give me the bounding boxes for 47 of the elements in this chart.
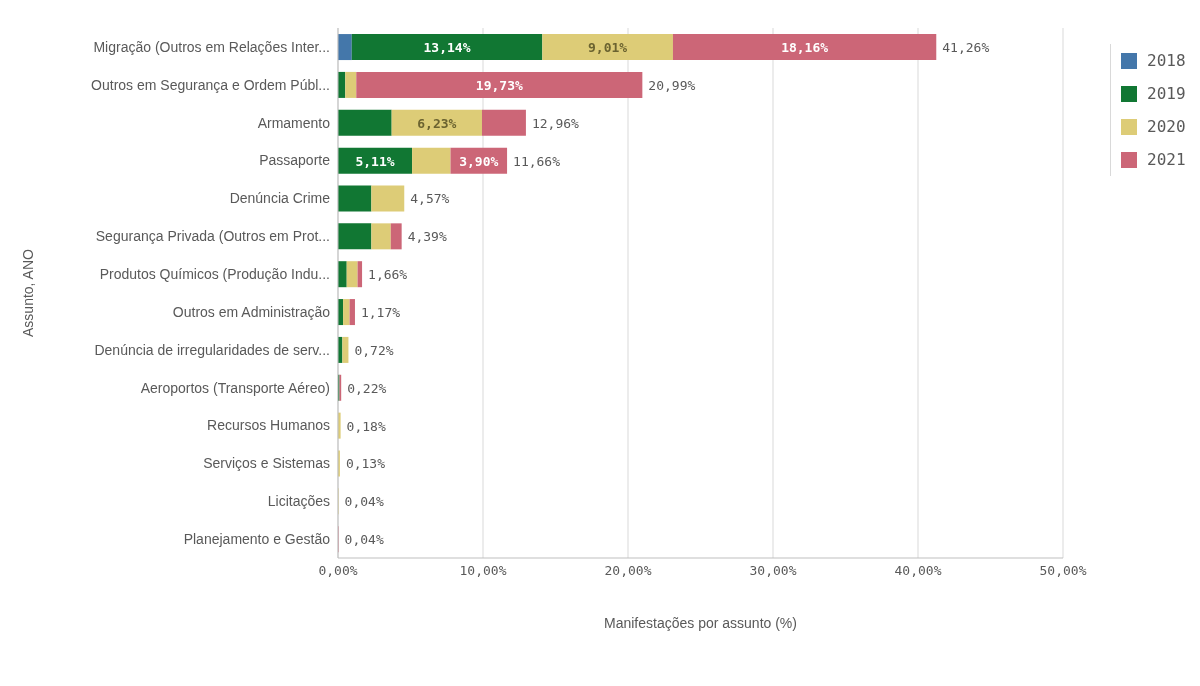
x-axis-title: Manifestações por assunto (%) — [604, 615, 797, 631]
y-tick-label: Outros em Segurança e Ordem Públ... — [91, 76, 330, 93]
y-tick-label: Recursos Humanos — [207, 417, 330, 434]
y-tick-label: Armamento — [257, 114, 331, 131]
data-label: 9,01% — [588, 40, 628, 56]
total-label: 11,66% — [513, 153, 561, 169]
legend-label: 2021 — [1147, 150, 1186, 169]
total-label: 0,04% — [344, 532, 384, 548]
x-tick-label: 0,00% — [318, 563, 358, 579]
x-tick-label: 10,00% — [459, 563, 507, 579]
total-label: 20,99% — [648, 77, 696, 93]
x-tick-label: 50,00% — [1039, 563, 1087, 579]
data-label: 5,11% — [355, 153, 395, 169]
total-label: 1,17% — [360, 304, 401, 320]
total-label: 4,57% — [410, 191, 450, 207]
legend-label: 2018 — [1147, 51, 1186, 70]
x-tick-label: 30,00% — [749, 563, 797, 579]
total-label: 0,22% — [347, 380, 387, 396]
y-tick-label: Produtos Químicos (Produção Indu... — [99, 266, 330, 283]
data-label: 19,73% — [475, 77, 523, 93]
data-label: 6,23% — [417, 115, 457, 131]
x-tick-label: 40,00% — [894, 563, 942, 579]
y-tick-label: Segurança Privada (Outros em Prot... — [95, 228, 330, 245]
data-label: 18,16% — [781, 40, 829, 56]
data-label: 13,14% — [423, 40, 471, 56]
y-tick-label: Migração (Outros em Relações Inter... — [93, 38, 330, 55]
y-axis-title: Assunto, ANO — [19, 248, 36, 337]
y-tick-label: Outros em Administração — [172, 303, 331, 320]
total-label: 4,39% — [407, 229, 447, 245]
legend-label: 2020 — [1147, 117, 1186, 136]
y-tick-label: Planejamento e Gestão — [183, 531, 331, 548]
y-tick-label: Aeroportos (Transporte Aéreo) — [140, 379, 330, 396]
total-label: 0,04% — [344, 494, 384, 510]
y-tick-label: Passaporte — [259, 152, 331, 169]
y-tick-label: Serviços e Sistemas — [203, 455, 330, 472]
x-tick-label: 20,00% — [604, 563, 652, 579]
total-label: 0,72% — [354, 342, 394, 358]
y-tick-label: Denúncia Crime — [229, 190, 331, 207]
total-label: 12,96% — [531, 115, 580, 131]
legend-label: 2019 — [1147, 84, 1186, 103]
total-label: 0,18% — [346, 418, 386, 434]
y-tick-label: Licitações — [267, 493, 330, 510]
data-label: 3,90% — [459, 153, 499, 169]
total-label: 41,26% — [942, 39, 990, 55]
y-tick-label: Denúncia de irregularidades de serv... — [94, 341, 330, 358]
total-label: 1,66% — [368, 267, 408, 283]
total-label: 0,13% — [345, 456, 386, 472]
